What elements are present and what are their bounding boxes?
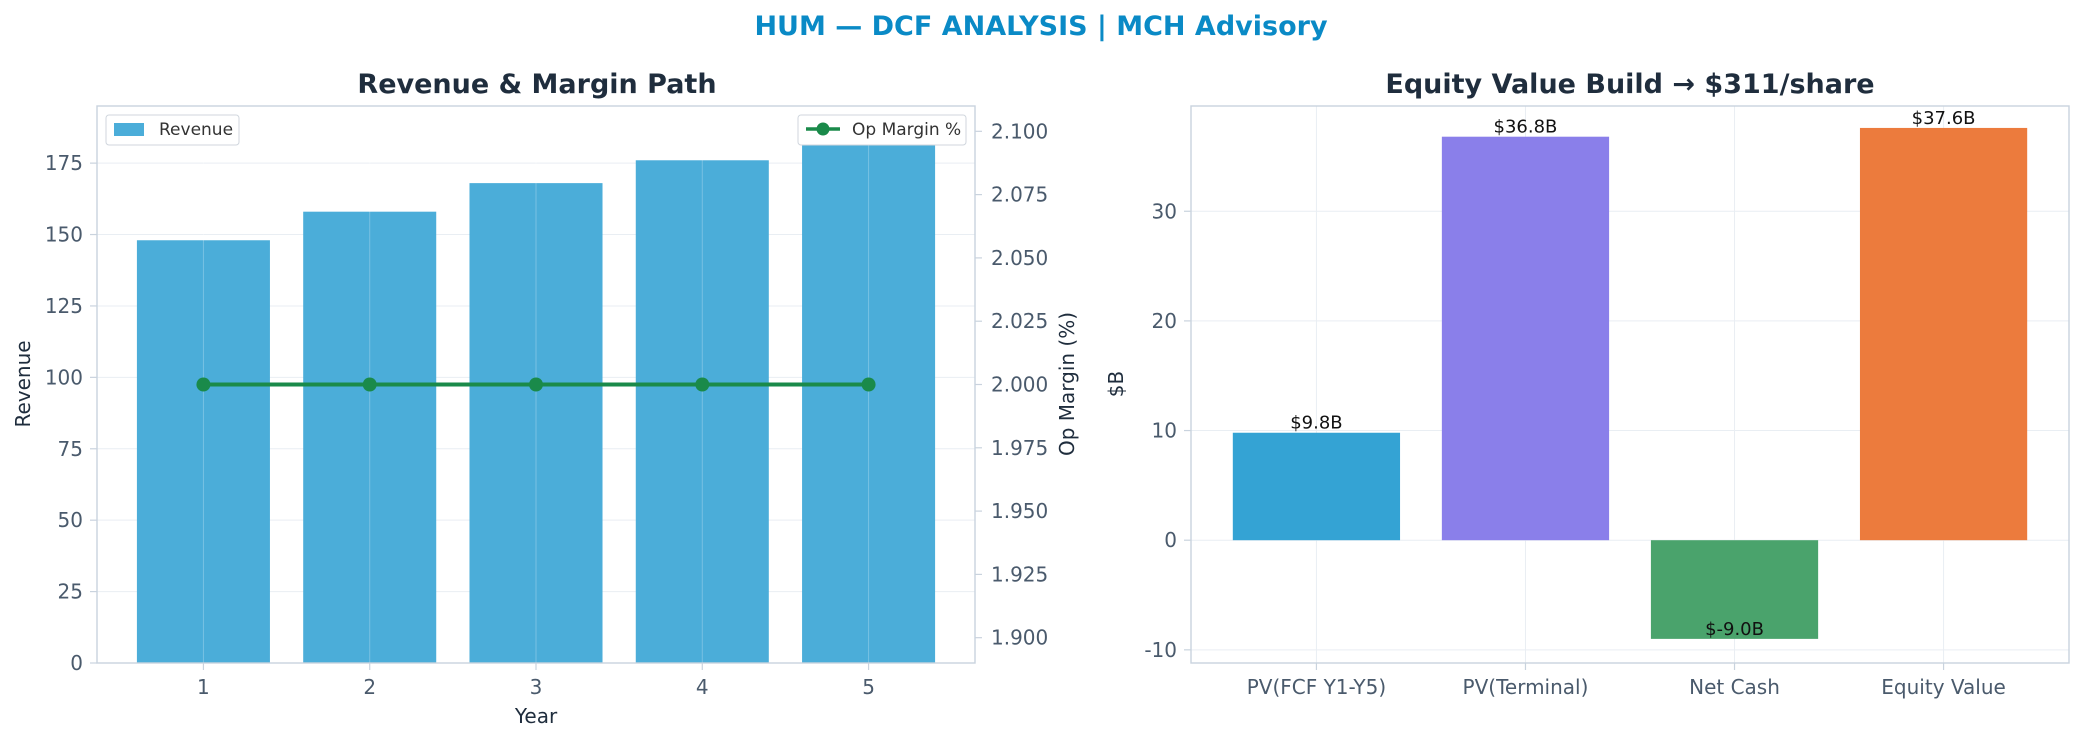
op-margin-point	[196, 377, 211, 392]
y2-tick-label: 1.925	[991, 562, 1048, 586]
y2-tick-label: 1.900	[991, 626, 1048, 650]
equity-y-tick-label: 30	[1152, 199, 1177, 223]
year-x-axis: 1 2 3 4 5	[197, 663, 875, 699]
op-margin-point	[695, 377, 710, 392]
equity-x-tick-label: PV(FCF Y1-Y5)	[1247, 675, 1386, 699]
equity-y-axis: -10 0 10 20 30	[1144, 199, 1191, 662]
revenue-y-axis: 0 25 50 75 100 125 150 175	[45, 151, 97, 675]
equity-bars	[1232, 127, 2028, 639]
y-tick-label: 125	[45, 294, 83, 318]
y2-tick-label: 2.050	[991, 246, 1048, 270]
equity-y-tick-label: -10	[1144, 638, 1177, 662]
equity-x-tick-label: Net Cash	[1689, 675, 1780, 699]
op-margin-series	[196, 377, 876, 392]
op-margin-legend-marker	[816, 122, 830, 136]
equity-data-label: $-9.0B	[1705, 619, 1764, 640]
y-tick-label: 175	[45, 151, 83, 175]
y-axis-label: Revenue	[11, 340, 35, 427]
equity-bar	[1232, 432, 1401, 541]
revenue-bar	[802, 128, 936, 663]
equity-x-tick-label: Equity Value	[1881, 675, 2006, 699]
op-margin-point	[861, 377, 876, 392]
equity-chart-frame	[1190, 105, 2070, 664]
revenue-legend-label: Revenue	[159, 120, 233, 140]
equity-data-labels: $9.8B $36.8B $-9.0B $37.6B	[1290, 108, 1975, 640]
revenue-bar	[136, 240, 270, 663]
equity-y-tick-label: 10	[1152, 419, 1177, 443]
revenue-legend-swatch	[114, 123, 144, 136]
y-tick-label: 150	[45, 223, 83, 247]
op-margin-y-axis: 1.900 1.925 1.950 1.975 2.000 2.025 2.050 2.075…	[975, 119, 1048, 650]
op-margin-legend-label: Op Margin %	[852, 120, 961, 140]
y2-tick-label: 2.025	[991, 309, 1048, 333]
revenue-legend: Revenue	[105, 114, 240, 146]
revenue-chart-title: Revenue & Margin Path	[357, 69, 716, 100]
y-tick-label: 25	[58, 580, 83, 604]
equity-y-tick-label: 0	[1164, 528, 1177, 552]
equity-x-axis: PV(FCF Y1-Y5) PV(Terminal) Net Cash Equity …	[1247, 663, 2006, 699]
revenue-bars	[136, 128, 936, 663]
equity-bar	[1859, 127, 2028, 541]
equity-data-label: $37.6B	[1912, 108, 1976, 129]
y-tick-label: 75	[58, 437, 83, 461]
y-tick-label: 100	[45, 365, 83, 389]
equity-y-axis-label: $B	[1104, 371, 1128, 397]
equity-bar	[1650, 540, 1819, 639]
y2-tick-label: 1.975	[991, 436, 1048, 460]
op-margin-point	[529, 377, 543, 392]
y2-tick-label: 2.000	[991, 373, 1048, 397]
revenue-margin-chart: Revenue & Margin Path 025507510012515017…	[11, 69, 1079, 728]
op-margin-point	[362, 377, 377, 392]
x-tick-label: 3	[530, 675, 543, 699]
y-tick-label: 50	[58, 508, 83, 532]
y2-tick-label: 2.075	[991, 183, 1048, 207]
equity-bar	[1441, 136, 1610, 541]
equity-build-chart: Equity Value Build → $311/share $9.8B $36…	[1104, 69, 2070, 699]
revenue-bar	[303, 211, 437, 663]
x-tick-label: 4	[696, 675, 709, 699]
x-tick-label: 2	[363, 675, 376, 699]
revenue-bar	[635, 160, 769, 663]
equity-x-tick-label: PV(Terminal)	[1463, 675, 1589, 699]
y2-axis-label: Op Margin (%)	[1055, 312, 1079, 456]
equity-y-tick-label: 20	[1152, 309, 1177, 333]
revenue-bar	[469, 183, 603, 663]
equity-data-label: $36.8B	[1494, 117, 1558, 138]
equity-chart-title: Equity Value Build → $311/share	[1385, 69, 1874, 100]
y2-tick-label: 2.100	[991, 119, 1048, 143]
y2-tick-label: 1.950	[991, 499, 1048, 523]
op-margin-legend: Op Margin %	[797, 114, 967, 146]
x-axis-label: Year	[514, 704, 558, 728]
x-tick-label: 1	[197, 675, 210, 699]
figure-title: HUM — DCF ANALYSIS | MCH Advisory	[754, 11, 1327, 42]
x-tick-label: 5	[862, 675, 875, 699]
equity-data-label: $9.8B	[1290, 413, 1342, 434]
y-tick-label: 0	[70, 651, 83, 675]
